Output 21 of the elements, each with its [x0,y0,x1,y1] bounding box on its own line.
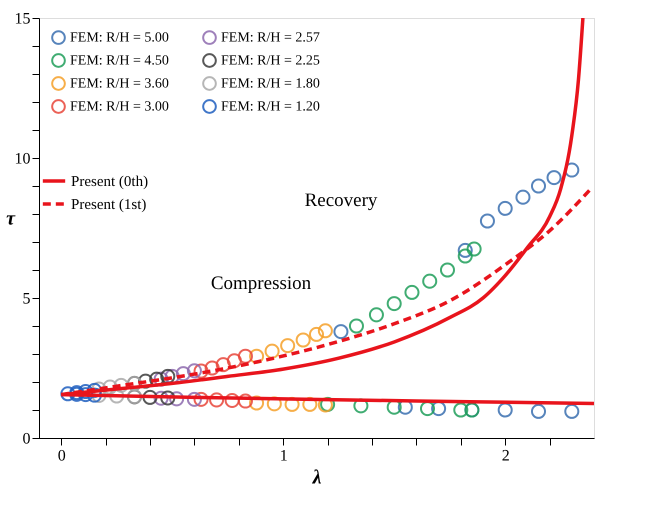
y-tick-label: 0 [22,430,30,448]
legend-label: FEM: R/H = 2.25 [221,54,320,68]
legend-label: FEM: R/H = 5.00 [70,30,169,46]
legend-label: FEM: R/H = 3.00 [70,100,169,114]
y-tick-label: 10 [14,150,30,168]
y-axis-title: τ [6,208,16,230]
legend-label: Present (1st) [71,197,146,213]
annotation: Recovery [304,190,378,211]
legend-label: FEM: R/H = 1.20 [221,100,320,114]
annotation: Compression [210,273,312,294]
x-tick-label: 1 [280,448,288,464]
legend-label: FEM: R/H = 1.80 [221,76,320,92]
legend-label: FEM: R/H = 2.57 [221,30,320,46]
legend-label: FEM: R/H = 4.50 [70,54,169,68]
y-tick-label: 5 [22,290,30,308]
legend-label: FEM: R/H = 3.60 [70,76,169,92]
x-tick-label: 0 [58,448,66,464]
x-axis-title: λ [312,466,322,488]
legend-label: Present (0th) [71,174,148,190]
x-tick-label: 2 [502,448,510,464]
y-tick-label: 15 [14,10,30,28]
